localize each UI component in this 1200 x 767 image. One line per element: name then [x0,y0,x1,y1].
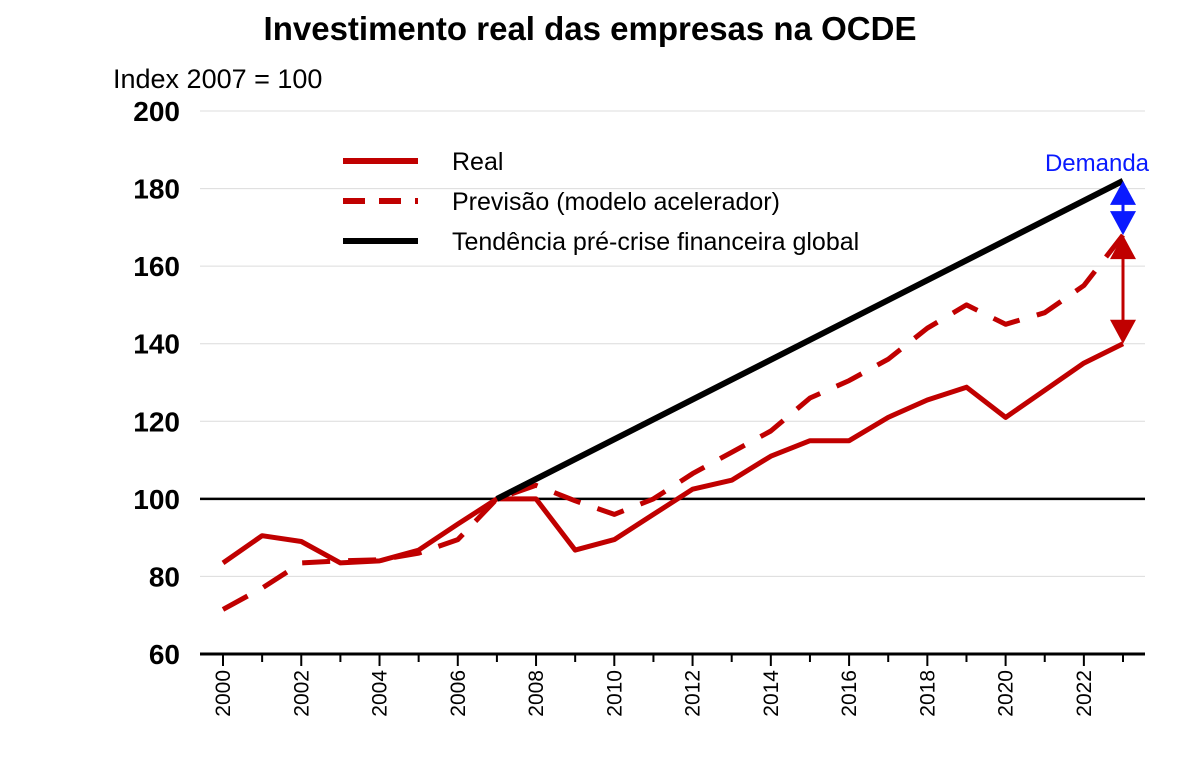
y-tick-label: 140 [133,329,180,360]
y-axis-unit-label: Index 2007 = 100 [113,64,322,94]
x-tick-label: 2014 [760,670,783,717]
y-tick-label: 120 [133,406,180,437]
series-line-real [221,341,1125,566]
y-tick-label: 80 [149,561,180,592]
x-tick-label: 2002 [290,670,313,717]
x-tick-label: 2018 [916,670,939,717]
x-tick-label: 2016 [838,670,861,717]
y-axis-ticks: 60 80 100 120 140 160 180 200 [133,96,180,670]
x-tick-label: 2010 [603,670,626,717]
x-axis-ticks: 2000 2002 2004 2006 2008 2010 2012 2014 2016 2018… [212,654,1124,717]
y-tick-label: 200 [133,96,180,127]
y-tick-label: 100 [133,484,180,515]
x-tick-label: 2000 [212,670,235,717]
annotation-label: Demanda [1045,150,1150,177]
x-tick-label: 2012 [682,670,705,717]
legend-label: Real [452,148,503,176]
x-tick-label: 2008 [525,670,548,717]
x-tick-label: 2004 [369,670,392,717]
annotation-arrowhead [1110,180,1136,205]
annotations: Demanda [1045,150,1150,344]
annotation-arrowhead [1110,211,1136,236]
x-tick-label: 2020 [995,670,1018,717]
y-tick-label: 180 [133,174,180,205]
annotation-arrowhead [1110,319,1136,344]
gridlines [200,110,1145,577]
x-tick-label: 2006 [447,670,470,717]
x-tick-label: 2022 [1073,670,1096,717]
chart-title: Investimento real das empresas na OCDE [264,10,917,47]
legend-label: Tendência pré-crise financeira global [452,228,859,256]
legend-label: Previsão (modelo acelerador) [452,188,780,216]
y-tick-label: 60 [149,639,180,670]
annotation-arrowhead [1110,235,1136,260]
series-line-trend [495,178,1125,502]
series-group [221,178,1125,612]
y-tick-label: 160 [133,251,180,282]
legend: Real Previsão (modelo acelerador) Tendênci… [343,148,859,256]
series-line-forecast [221,233,1125,612]
